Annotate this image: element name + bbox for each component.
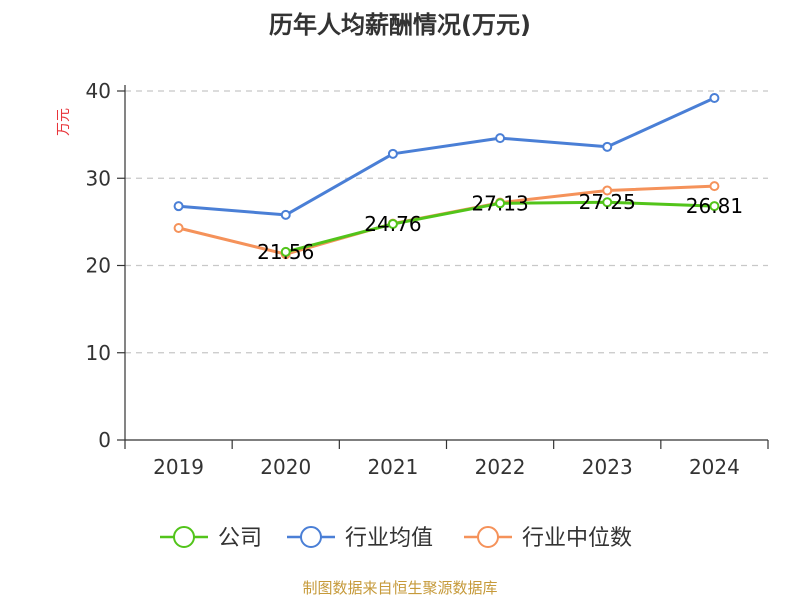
x-tick-label: 2022 bbox=[475, 455, 526, 479]
data-point[interactable] bbox=[387, 218, 398, 229]
x-tick-label: 2024 bbox=[689, 455, 740, 479]
legend-item-company[interactable]: 公司 bbox=[160, 526, 262, 551]
legend-label: 行业均值 bbox=[345, 526, 433, 551]
source-note: 制图数据来自恒生聚源数据库 bbox=[302, 579, 497, 597]
data-point[interactable] bbox=[173, 222, 184, 233]
data-point[interactable] bbox=[495, 133, 506, 144]
data-label: 24.76 bbox=[364, 212, 421, 236]
data-point[interactable] bbox=[387, 148, 398, 159]
legend-marker bbox=[173, 526, 195, 548]
data-labels: 21.56 24.76 27.13 27.25 26.81 bbox=[257, 190, 743, 264]
data-point[interactable] bbox=[280, 209, 291, 220]
y-axis-label: 万元 bbox=[56, 108, 72, 136]
data-point[interactable] bbox=[709, 181, 720, 192]
legend-label: 行业中位数 bbox=[522, 526, 632, 551]
data-point[interactable] bbox=[173, 201, 184, 212]
y-tick-label: 20 bbox=[86, 254, 111, 278]
data-point[interactable] bbox=[602, 185, 613, 196]
series-group bbox=[173, 92, 720, 260]
data-point[interactable] bbox=[709, 92, 720, 103]
data-point[interactable] bbox=[602, 197, 613, 208]
x-tick-label: 2021 bbox=[367, 455, 418, 479]
data-label: 21.56 bbox=[257, 240, 314, 264]
legend-marker bbox=[477, 526, 499, 548]
series-industry-mean bbox=[173, 92, 720, 220]
gridlines bbox=[125, 90, 768, 354]
legend-item-industry-mean[interactable]: 行业均值 bbox=[287, 526, 433, 551]
chart-title: 历年人均薪酬情况(万元) bbox=[269, 11, 531, 39]
axes: 0 10 20 30 40 2019 2020 2021 2022 2023 2024 bbox=[86, 79, 769, 479]
x-tick-label: 2023 bbox=[582, 455, 633, 479]
data-label: 26.81 bbox=[686, 194, 743, 218]
data-label: 27.25 bbox=[579, 190, 636, 214]
legend-marker bbox=[300, 526, 322, 548]
series-company bbox=[280, 197, 720, 257]
series-line bbox=[178, 96, 716, 217]
data-label: 27.13 bbox=[471, 191, 528, 215]
data-point[interactable] bbox=[280, 246, 291, 257]
legend-label: 公司 bbox=[218, 526, 262, 551]
y-tick-label: 10 bbox=[86, 341, 111, 365]
data-point[interactable] bbox=[709, 201, 720, 212]
legend[interactable]: 公司 行业均值 行业中位数 bbox=[160, 526, 632, 551]
y-tick-label: 40 bbox=[86, 79, 111, 103]
data-point[interactable] bbox=[602, 141, 613, 152]
y-tick-label: 0 bbox=[98, 428, 111, 452]
x-tick-label: 2019 bbox=[153, 455, 204, 479]
legend-item-industry-median[interactable]: 行业中位数 bbox=[464, 526, 632, 551]
data-point[interactable] bbox=[495, 198, 506, 209]
x-tick-label: 2020 bbox=[260, 455, 311, 479]
y-tick-label: 30 bbox=[86, 166, 111, 190]
